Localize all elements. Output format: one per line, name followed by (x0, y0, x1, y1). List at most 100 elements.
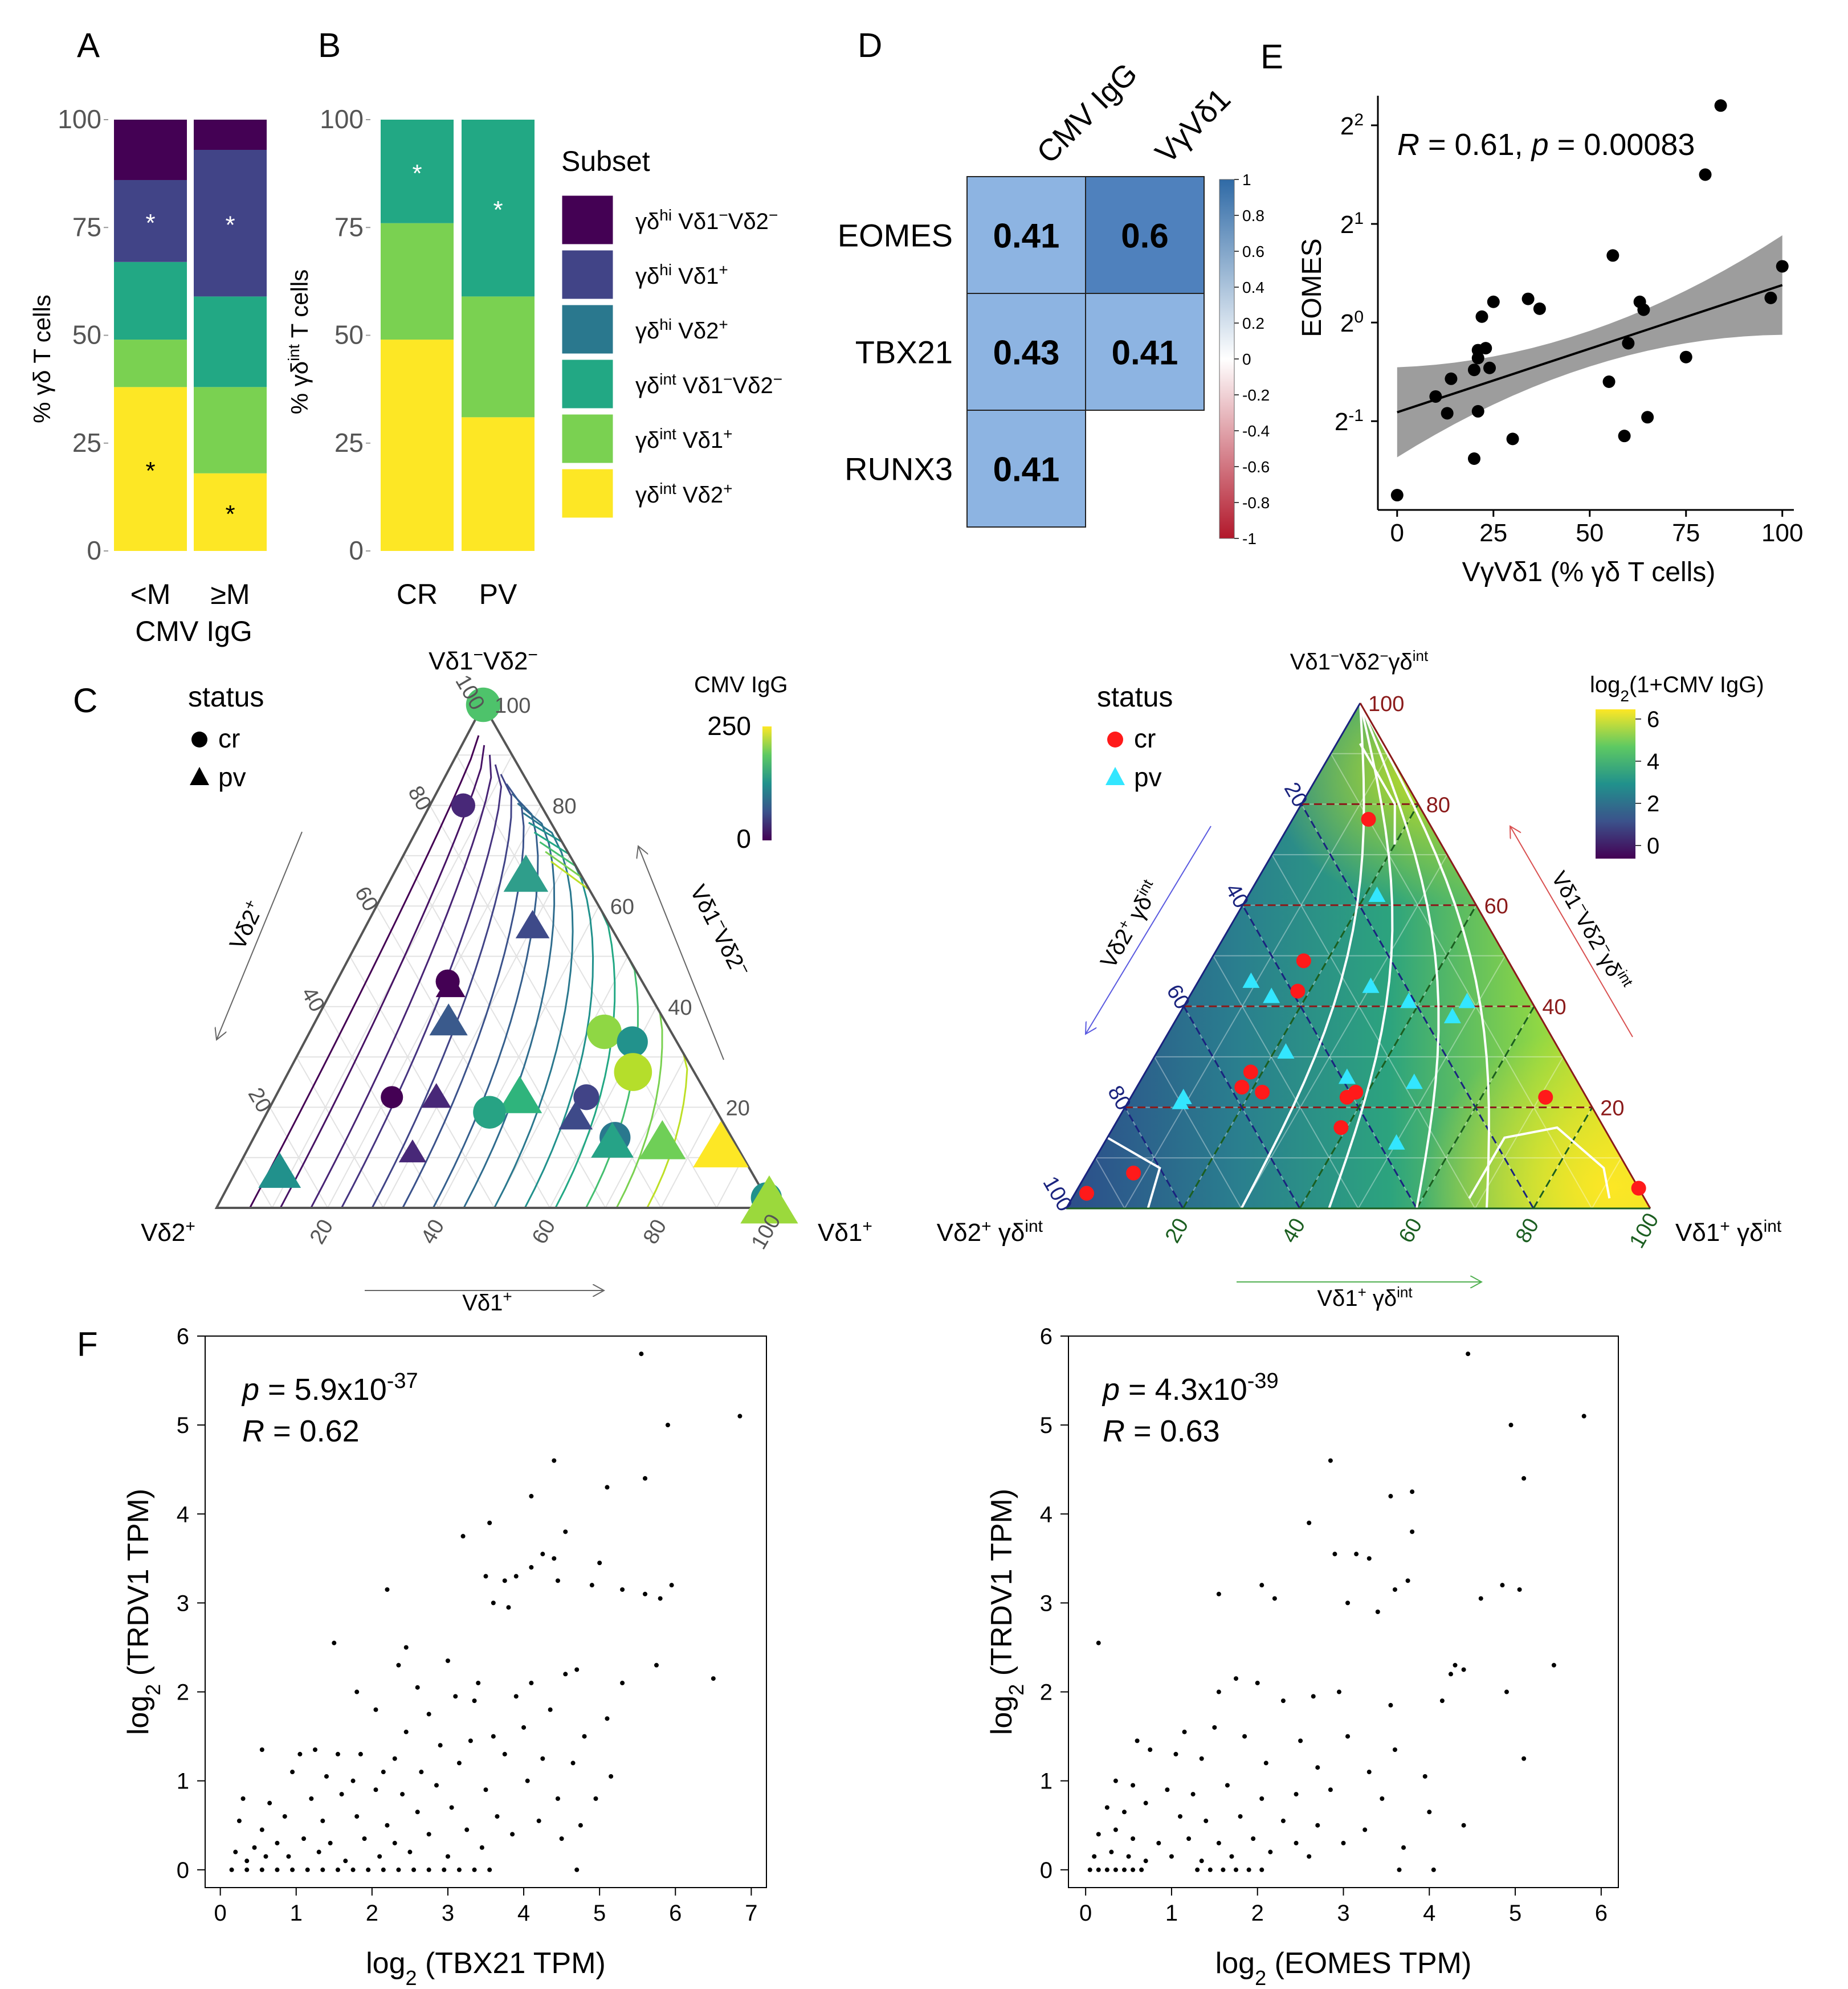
panel-e-annotation: R = 0.61, p = 0.00083 (1397, 128, 1695, 162)
bar-segment (114, 262, 187, 340)
data-point (1315, 1823, 1320, 1828)
x-tick-label: 0 (214, 1901, 226, 1926)
data-point (654, 1663, 659, 1668)
panel-b-stacked-bar: % γδint T cells Subset 0 25 50 75 100 * CR * PV γ… (285, 104, 783, 610)
bar-segment (381, 120, 454, 223)
data-point (1439, 1698, 1445, 1704)
data-point (1126, 1854, 1131, 1859)
data-point (411, 1867, 417, 1872)
legend-label: γδhi Vδ1−Vδ2− (635, 206, 778, 235)
grid-line (242, 1157, 273, 1208)
r-value-annotation: R = 0.62 (242, 1414, 360, 1448)
panel-e-scatter: EOMES VγVδ1 (% γδ T cells) R = 0.61, p =… (1297, 96, 1803, 587)
y-tick-label: 100 (320, 104, 364, 134)
data-point (737, 1414, 743, 1419)
data-point (324, 1774, 329, 1779)
data-point (1504, 1689, 1509, 1694)
data-point (665, 1423, 670, 1428)
data-point (1263, 1761, 1268, 1766)
data-point (1679, 350, 1692, 364)
x-tick-label: <M (130, 578, 171, 610)
data-point (354, 1689, 360, 1694)
data-point (313, 1747, 318, 1752)
data-point (1521, 1476, 1527, 1481)
bottom-axis-tick: 60 (528, 1215, 561, 1248)
bar-segment (114, 387, 187, 551)
data-point (1156, 1840, 1161, 1845)
y-tick-label: 2 (177, 1680, 189, 1705)
data-point (1602, 375, 1616, 388)
grid-line (605, 1056, 686, 1208)
data-point (240, 1796, 246, 1801)
data-point (316, 1849, 321, 1855)
data-point (1336, 1689, 1341, 1694)
y-tick-label: 25 (334, 428, 364, 458)
data-point (1139, 1867, 1144, 1872)
y-tick-label: 4 (1040, 1502, 1052, 1527)
data-point (1263, 987, 1280, 1003)
data-point (1606, 249, 1619, 262)
data-point (1400, 993, 1418, 1008)
data-point (574, 1667, 580, 1672)
data-point (354, 1814, 360, 1819)
right-axis-tick: 20 (1600, 1097, 1624, 1121)
y-tick-label: 1 (177, 1769, 189, 1794)
data-point (473, 1096, 506, 1129)
grid-line (1241, 854, 1448, 1208)
y-tick-label: 22 (1340, 110, 1364, 140)
data-point (502, 1578, 507, 1583)
data-point (1207, 1867, 1213, 1872)
data-point (1182, 1729, 1187, 1734)
colorbar (762, 726, 772, 840)
y-tick-label: 0 (87, 536, 101, 565)
panel-label-e: E (1260, 38, 1283, 76)
data-point (1204, 1818, 1209, 1823)
y-tick-label: 25 (72, 428, 101, 458)
x-tick-label: 75 (1672, 519, 1700, 547)
data-point (1255, 1680, 1260, 1685)
data-point (259, 1747, 264, 1752)
data-point (620, 1587, 625, 1592)
panel-e-ylabel: EOMES (1297, 238, 1327, 337)
y-tick-label: 3 (177, 1591, 189, 1616)
guide-line-right (1299, 905, 1477, 1208)
data-point (1186, 1836, 1192, 1841)
data-point (466, 687, 501, 722)
colorbar-tick-label: 250 (707, 711, 751, 741)
legend-symbol-pv (190, 767, 209, 785)
data-point (639, 1351, 644, 1357)
data-point (1315, 1765, 1320, 1770)
data-point (1764, 291, 1777, 304)
data-point (476, 1680, 481, 1685)
data-point (1483, 361, 1496, 374)
data-point (236, 1818, 242, 1823)
data-point (639, 1120, 686, 1159)
significance-star: * (412, 160, 422, 187)
legend-label: γδint Vδ1−Vδ2− (635, 370, 782, 399)
x-tick-label: 0 (1390, 519, 1404, 547)
data-point (1429, 390, 1442, 403)
legend-label: γδhi Vδ1+ (635, 261, 728, 289)
data-point (1467, 452, 1480, 465)
data-point (558, 1101, 593, 1130)
contour-line (1359, 742, 1396, 845)
data-point (563, 1672, 568, 1677)
data-point (381, 1086, 403, 1109)
right-axis-tick: 80 (1426, 793, 1450, 817)
data-point (1338, 1068, 1356, 1084)
data-point (1461, 1667, 1466, 1672)
colorbar-tick-label: 4 (1647, 749, 1659, 774)
data-point (513, 1574, 519, 1579)
significance-star: * (225, 211, 235, 239)
data-point (258, 1152, 301, 1188)
data-point (1148, 1747, 1153, 1752)
data-point (396, 1867, 401, 1872)
right-axis-tick: 60 (1484, 895, 1508, 918)
p-value-annotation: p = 5.9x10-37 (241, 1369, 418, 1407)
data-point (1277, 1043, 1295, 1059)
data-point (495, 1814, 500, 1819)
x-tick-label: 4 (1423, 1901, 1435, 1926)
data-point (1165, 1787, 1170, 1792)
data-point (525, 1778, 530, 1783)
